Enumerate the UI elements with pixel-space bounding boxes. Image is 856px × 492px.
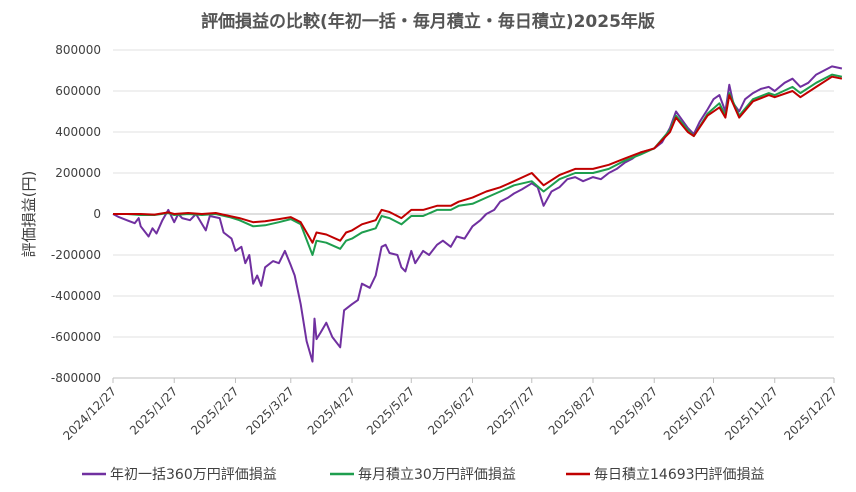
y-tick-label: 600000	[55, 84, 101, 98]
series-lines	[112, 65, 843, 363]
legend-item-3: 毎日積立14693円評価損益	[566, 467, 765, 483]
legend-item-2: 毎月積立30万円評価損益	[330, 467, 516, 483]
y-axis-label: 評価損益(円)	[20, 171, 38, 258]
x-tick-label: 2025/12/27	[781, 384, 840, 443]
x-tick-label: 2025/1/27	[127, 384, 180, 437]
series-line-1	[112, 65, 843, 363]
y-axis: 800000 600000 400000 200000 0 -200000 -400000 -…	[51, 43, 101, 385]
y-tick-label: -200000	[51, 248, 101, 262]
y-tick-label: 800000	[55, 43, 101, 57]
chart-title: 評価損益の比較(年初一括・毎月積立・毎日積立)2025年版	[201, 11, 655, 32]
x-tick-label: 2025/6/27	[425, 384, 478, 437]
legend-item-1: 年初一括360万円評価損益	[82, 466, 277, 483]
legend-label: 毎月積立30万円評価損益	[358, 467, 516, 483]
x-tick-label: 2025/7/27	[484, 384, 537, 437]
y-tick-label: -400000	[51, 289, 101, 303]
x-tick-label: 2025/9/27	[607, 384, 660, 437]
x-tick-label: 2025/3/27	[243, 384, 296, 437]
x-tick-label: 2025/11/27	[722, 384, 781, 443]
x-axis: 2024/12/27 2025/1/27 2025/2/27 2025/3/27 202…	[60, 377, 840, 443]
x-tick-label: 2025/2/27	[188, 384, 241, 437]
x-tick-label: 2025/8/27	[546, 384, 599, 437]
x-tick-label: 2024/12/27	[60, 384, 119, 443]
y-tick-label: 0	[93, 207, 101, 221]
legend-label: 年初一括360万円評価損益	[110, 466, 277, 483]
series-line-3	[113, 75, 843, 244]
legend-label: 毎日積立14693円評価損益	[594, 467, 765, 483]
y-tick-label: 400000	[55, 125, 101, 139]
y-tick-label: -600000	[51, 330, 101, 344]
x-tick-label: 2025/10/27	[661, 384, 720, 443]
y-tick-label: 200000	[55, 166, 101, 180]
legend: 年初一括360万円評価損益 毎月積立30万円評価損益 毎日積立14693円評価損益	[82, 466, 765, 483]
x-tick-label: 2025/4/27	[305, 384, 358, 437]
y-tick-label: -800000	[51, 371, 101, 385]
x-tick-label: 2025/5/27	[364, 384, 417, 437]
series-line-2	[113, 73, 843, 256]
